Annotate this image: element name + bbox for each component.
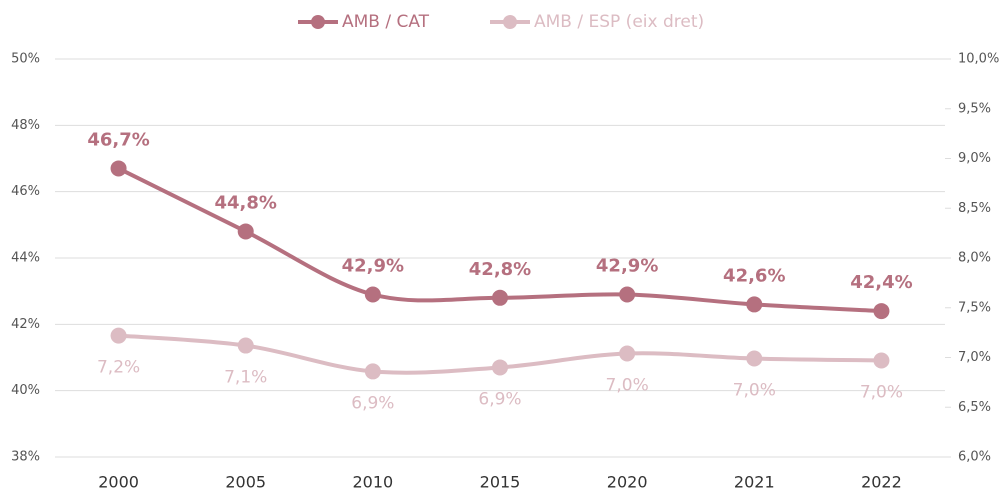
data-label: 44,8% — [214, 192, 276, 213]
data-label: 42,4% — [850, 272, 912, 293]
x-tick-label: 2020 — [607, 473, 648, 490]
y2-tick-label: 7,5% — [958, 300, 991, 315]
point — [110, 327, 127, 344]
y2-tick-label: 7,0% — [958, 350, 991, 365]
y2-tick-label: 10,0% — [958, 52, 999, 67]
point — [746, 296, 763, 313]
x-tick-label: 2022 — [861, 473, 902, 490]
y-tick-label: 48% — [11, 118, 40, 133]
legend-marker — [503, 15, 517, 29]
data-label: 7,2% — [97, 358, 140, 378]
data-label: 7,1% — [224, 368, 267, 388]
x-tick-label: 2015 — [480, 473, 521, 490]
point — [746, 350, 763, 367]
y2-tick-label: 6,5% — [958, 400, 991, 415]
series-line — [117, 166, 882, 314]
y2-tick-label: 8,5% — [958, 201, 991, 216]
data-label: 6,9% — [478, 389, 521, 409]
y-tick-label: 46% — [11, 184, 40, 199]
point — [619, 345, 636, 362]
point — [873, 352, 890, 369]
point — [873, 303, 890, 320]
point — [364, 286, 381, 303]
data-label: 46,7% — [87, 129, 149, 150]
legend-marker — [311, 15, 325, 29]
point — [364, 363, 381, 380]
y-tick-label: 38% — [11, 450, 40, 465]
point — [619, 286, 636, 303]
y-tick-label: 50% — [11, 52, 40, 67]
point — [110, 160, 127, 177]
x-tick-label: 2000 — [98, 473, 139, 490]
point — [492, 289, 508, 306]
x-tick-label: 2021 — [734, 473, 775, 490]
x-tick-label: 2010 — [352, 473, 393, 490]
y-tick-label: 40% — [11, 383, 40, 398]
data-label: 42,8% — [469, 259, 531, 280]
y-tick-label: 42% — [11, 317, 40, 332]
data-label: 42,6% — [723, 265, 785, 286]
data-label: 42,9% — [596, 255, 658, 276]
data-label: 7,0% — [860, 382, 903, 402]
legend-label: AMB / ESP (eix dret) — [534, 12, 704, 32]
data-label: 42,9% — [342, 255, 404, 276]
data-label: 7,0% — [606, 376, 649, 396]
y-tick-label: 44% — [11, 251, 40, 266]
legend-label: AMB / CAT — [342, 12, 430, 32]
y2-tick-label: 6,0% — [958, 450, 991, 465]
data-label: 6,9% — [351, 393, 394, 413]
point — [237, 223, 254, 240]
y2-tick-label: 9,5% — [958, 101, 991, 116]
data-label: 7,0% — [733, 380, 776, 400]
y2-tick-label: 8,0% — [958, 251, 991, 266]
x-tick-label: 2005 — [225, 473, 266, 490]
point — [237, 337, 254, 354]
y2-tick-label: 9,0% — [958, 151, 991, 166]
point — [492, 359, 508, 376]
